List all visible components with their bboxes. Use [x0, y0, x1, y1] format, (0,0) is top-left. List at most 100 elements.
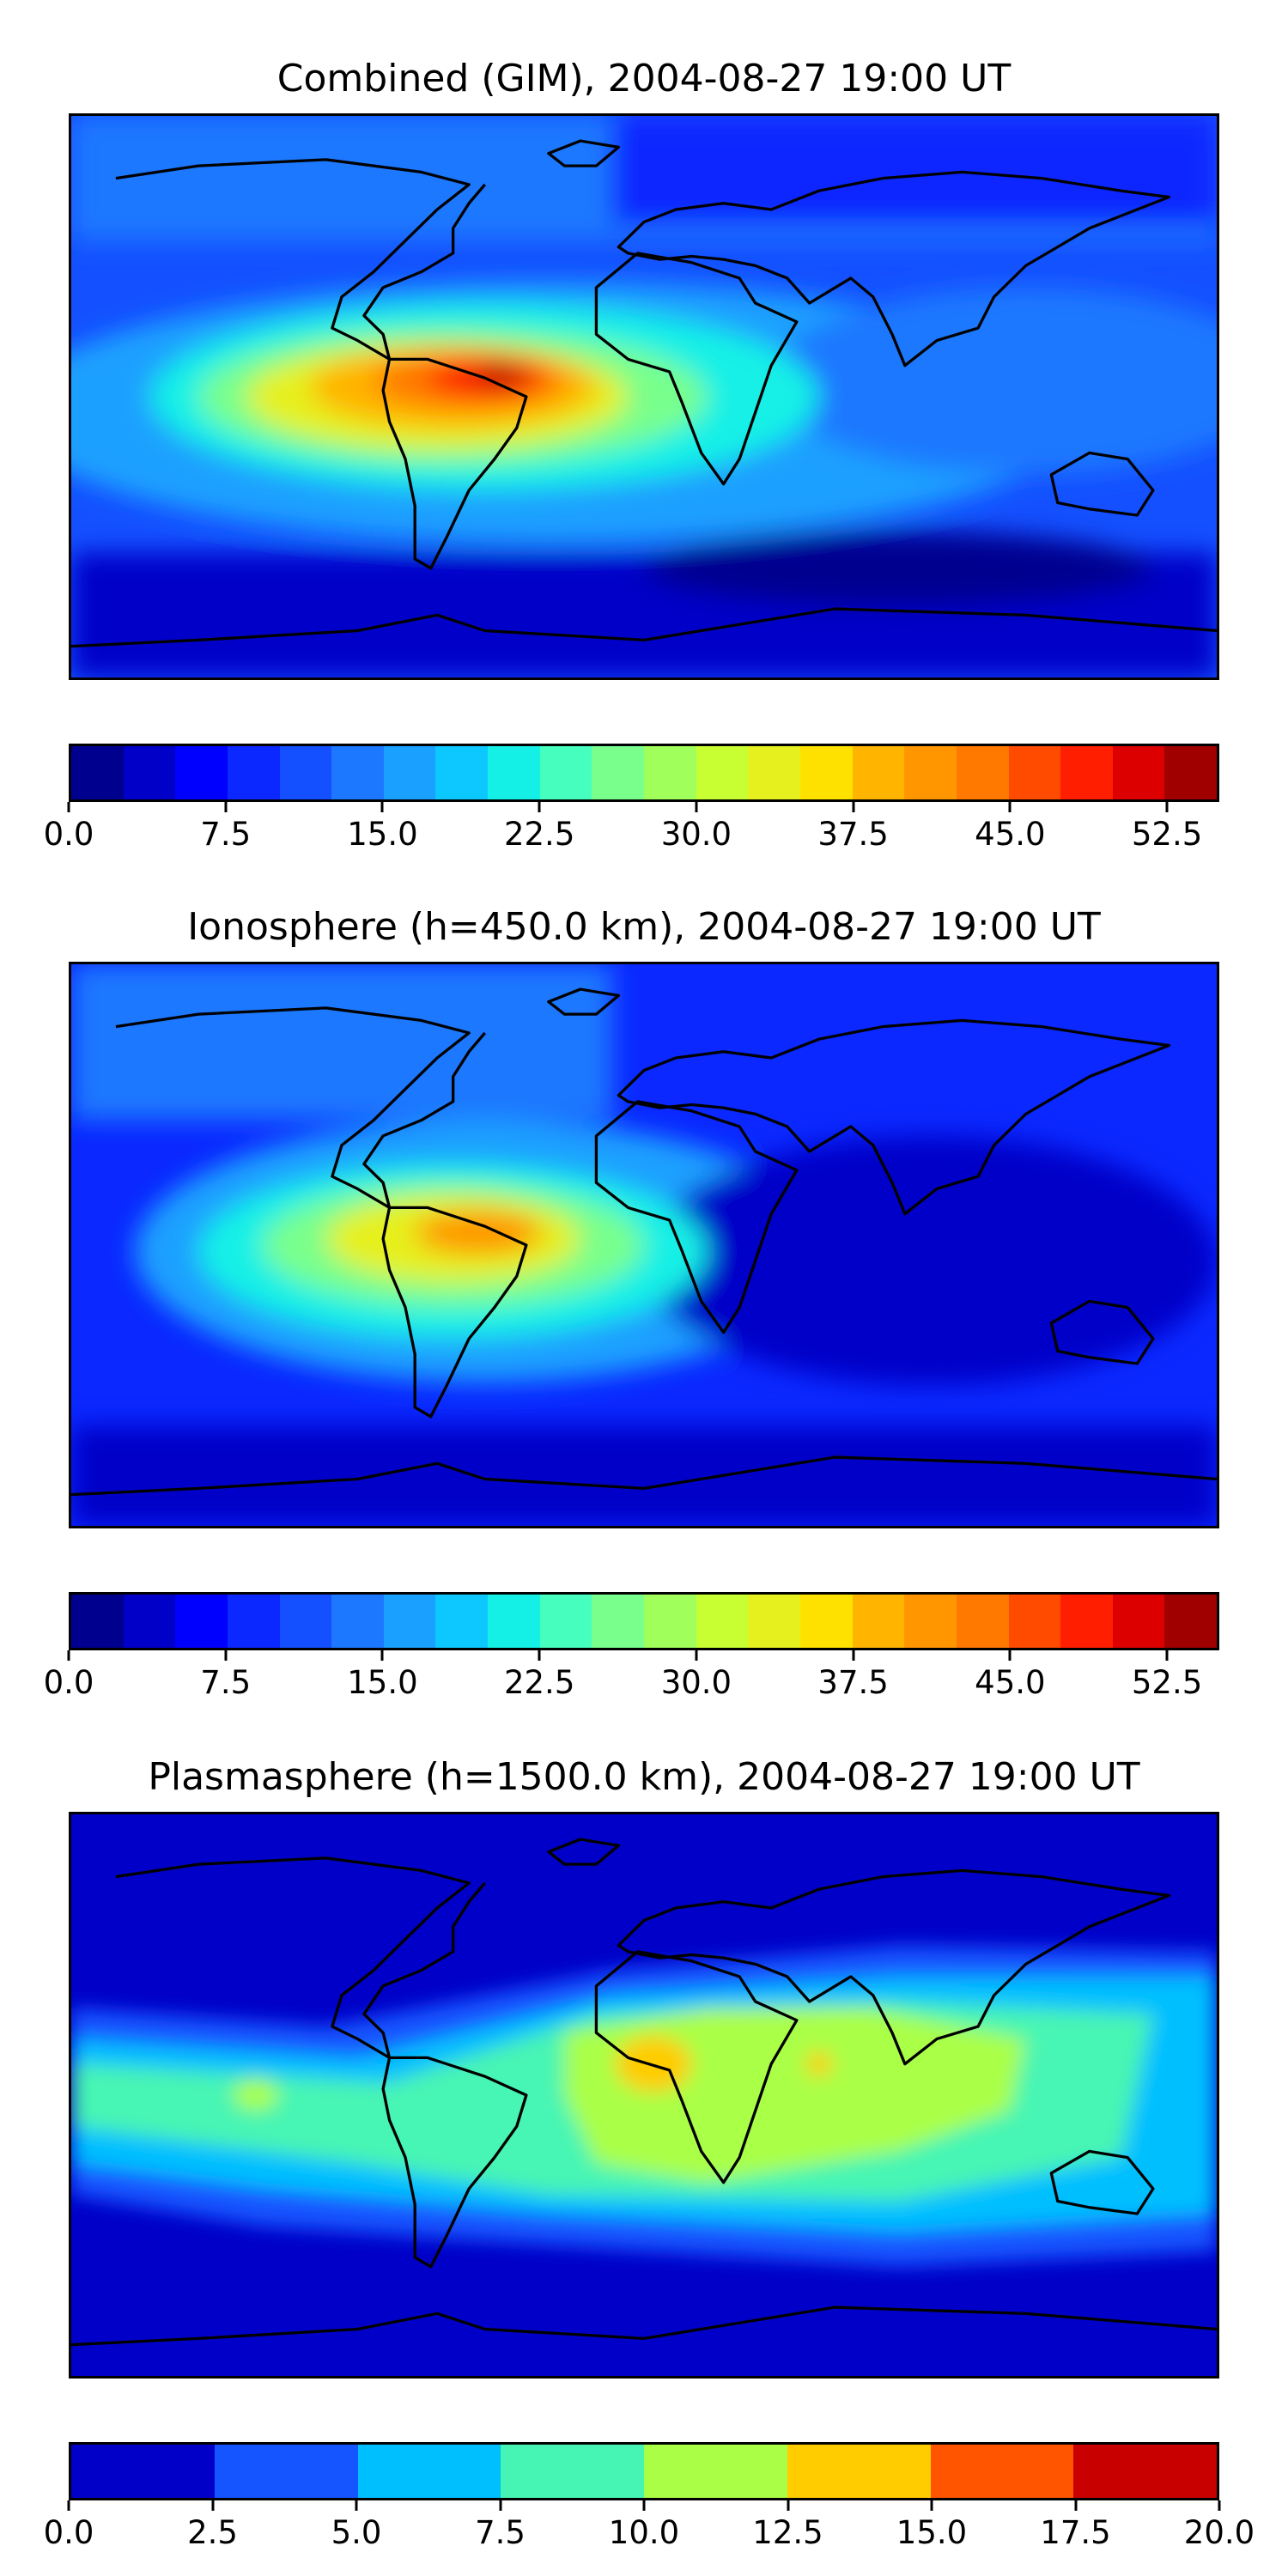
- panel-1-title: Combined (GIM), 2004-08-27 19:00 UT: [276, 57, 1012, 100]
- colorbar-tick-mark: [1008, 1650, 1012, 1661]
- colorbar-segment: [1008, 1595, 1061, 1648]
- colorbar-tick-label: 22.5: [503, 1664, 575, 1701]
- colorbar-tick-mark: [538, 1650, 541, 1661]
- panel-2-title: Ionosphere (h=450.0 km), 2004-08-27 19:0…: [187, 905, 1101, 949]
- colorbar-segment: [227, 1595, 280, 1648]
- colorbar-tick-label: 0.0: [43, 816, 94, 853]
- colorbar-tick-mark: [852, 802, 855, 812]
- colorbar-tick-mark: [67, 802, 70, 812]
- panel-2-map: [69, 962, 1219, 1528]
- colorbar-tick-mark: [211, 2500, 214, 2511]
- colorbar-tick-mark: [380, 802, 384, 812]
- colorbar-segment: [214, 2445, 358, 2498]
- colorbar-tick-label: 37.5: [817, 1664, 889, 1701]
- colorbar-segment: [331, 1595, 384, 1648]
- colorbar-tick-label: 12.5: [752, 2514, 823, 2551]
- colorbar-segment: [1164, 1595, 1217, 1648]
- panel-1-map-svg: [71, 116, 1217, 677]
- coastlines: [71, 987, 1217, 1497]
- colorbar-tick-label: 22.5: [503, 816, 575, 853]
- panel-1-map: [69, 113, 1219, 680]
- colorbar-tick-label: 0.0: [43, 1664, 94, 1701]
- colorbar-tick-label: 15.0: [896, 2514, 968, 2551]
- colorbar-segment: [279, 746, 332, 799]
- colorbar-segment: [748, 746, 800, 799]
- panel-2-map-svg: [71, 964, 1217, 1526]
- colorbar-segment: [488, 1595, 540, 1648]
- colorbar-segment: [1164, 746, 1217, 799]
- colorbar-tick-mark: [852, 1650, 855, 1661]
- colorbar-segment: [71, 1595, 124, 1648]
- colorbar-tick-label: 7.5: [475, 2514, 526, 2551]
- colorbar-segment: [71, 2445, 215, 2498]
- colorbar-tick-mark: [642, 2500, 646, 2511]
- colorbar-segment: [644, 2445, 787, 2498]
- colorbar-segment: [930, 2445, 1074, 2498]
- colorbar-segment: [904, 1595, 957, 1648]
- colorbar-segment: [383, 746, 436, 799]
- colorbar-tick-mark: [67, 2500, 70, 2511]
- colorbar-tick-mark: [224, 802, 228, 812]
- colorbar-tick-mark: [787, 2500, 789, 2511]
- colorbar-tick-label: 7.5: [200, 1664, 252, 1701]
- contour-field: [71, 116, 1217, 677]
- colorbar-segment: [956, 746, 1009, 799]
- colorbar-tick-mark: [67, 1650, 70, 1661]
- colorbar-tick-label: 5.0: [331, 2514, 382, 2551]
- panel-3-colorbar: [69, 2442, 1219, 2500]
- colorbar-segment: [1073, 2445, 1217, 2498]
- colorbar-segment: [331, 746, 384, 799]
- colorbar-segment: [383, 1595, 436, 1648]
- colorbar-segment: [539, 746, 592, 799]
- colorbar-segment: [435, 1595, 489, 1648]
- colorbar-segment: [1060, 746, 1113, 799]
- contour-field: [71, 1945, 1217, 2267]
- colorbar-segment: [696, 1595, 749, 1648]
- colorbar-tick-mark: [499, 2500, 501, 2511]
- colorbar-tick-mark: [1165, 1650, 1169, 1661]
- colorbar-tick-mark: [538, 802, 541, 812]
- colorbar-segment: [539, 1595, 592, 1648]
- coastlines: [71, 139, 1217, 648]
- colorbar-segment: [123, 746, 176, 799]
- colorbar-tick-mark: [695, 802, 698, 812]
- colorbar-segment: [799, 1595, 853, 1648]
- colorbar-tick-label: 17.5: [1040, 2514, 1111, 2551]
- panel-3-title: Plasmasphere (h=1500.0 km), 2004-08-27 1…: [148, 1755, 1140, 1799]
- coastlines: [71, 1838, 1217, 2347]
- colorbar-tick-mark: [1008, 802, 1012, 812]
- colorbar-tick-label: 0.0: [43, 2514, 94, 2551]
- contour-field: [71, 964, 1217, 1526]
- colorbar-segment: [501, 2445, 644, 2498]
- colorbar-segment: [644, 746, 696, 799]
- colorbar-tick-mark: [380, 1650, 384, 1661]
- colorbar-tick-label: 37.5: [817, 816, 889, 853]
- colorbar-tick-label: 30.0: [660, 1664, 732, 1701]
- colorbar-segment: [488, 746, 540, 799]
- colorbar-segment: [592, 746, 645, 799]
- colorbar-segment: [696, 746, 749, 799]
- colorbar-tick-mark: [1218, 2500, 1221, 2511]
- colorbar-tick-label: 45.0: [975, 1664, 1046, 1701]
- colorbar-segment: [956, 1595, 1009, 1648]
- colorbar-tick-label: 10.0: [608, 2514, 680, 2551]
- colorbar-segment: [592, 1595, 645, 1648]
- colorbar-tick-label: 15.0: [347, 1664, 418, 1701]
- colorbar-tick-mark: [224, 1650, 228, 1661]
- colorbar-segment: [852, 1595, 905, 1648]
- colorbar-tick-mark: [355, 2500, 358, 2511]
- colorbar-tick-label: 30.0: [660, 816, 732, 853]
- colorbar-segment: [852, 746, 905, 799]
- colorbar-segment: [227, 746, 280, 799]
- colorbar-segment: [748, 1595, 800, 1648]
- colorbar-tick-label: 20.0: [1183, 2514, 1255, 2551]
- colorbar-segment: [644, 1595, 696, 1648]
- colorbar-segment: [357, 2445, 501, 2498]
- colorbar-segment: [799, 746, 853, 799]
- panel-2-colorbar: [69, 1592, 1219, 1650]
- colorbar-segment: [71, 746, 124, 799]
- colorbar-segment: [123, 1595, 176, 1648]
- colorbar-segment: [1060, 1595, 1113, 1648]
- panel-3-map-svg: [71, 1814, 1217, 2376]
- colorbar-tick-label: 52.5: [1131, 1664, 1203, 1701]
